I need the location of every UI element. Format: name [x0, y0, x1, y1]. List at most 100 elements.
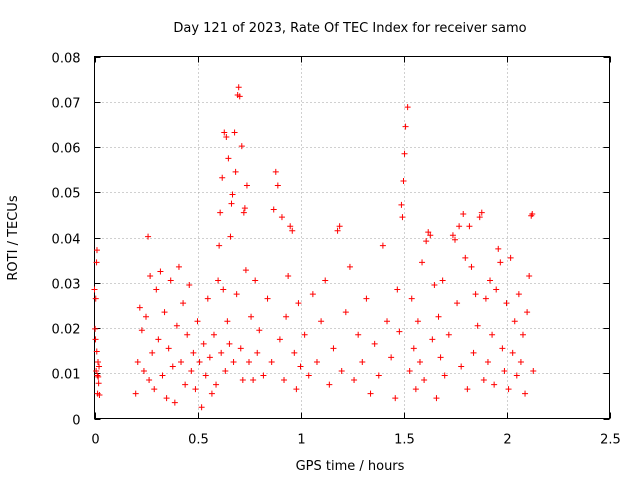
data-point — [513, 372, 520, 379]
data-point — [96, 391, 103, 398]
data-point — [93, 367, 100, 374]
data-point — [194, 318, 201, 325]
data-point — [392, 395, 399, 402]
data-point — [233, 291, 240, 298]
plot-frame — [94, 56, 610, 419]
data-point — [466, 223, 473, 230]
data-point — [285, 272, 292, 279]
data-point — [517, 358, 524, 365]
data-point — [435, 313, 442, 320]
data-point — [472, 291, 479, 298]
data-point — [355, 331, 362, 338]
y-axis-label: ROTI / TECUs — [6, 195, 21, 280]
data-point — [264, 295, 271, 302]
grid-lines — [94, 56, 610, 419]
data-point — [224, 318, 231, 325]
data-point — [274, 182, 281, 189]
data-point — [217, 209, 224, 216]
data-point — [458, 363, 465, 370]
data-point — [136, 304, 143, 311]
data-point — [204, 295, 211, 302]
data-point — [169, 363, 176, 370]
data-point — [470, 349, 477, 356]
data-point — [167, 277, 174, 284]
y-tick-label: 0.03 — [52, 278, 81, 293]
data-point — [489, 331, 496, 338]
data-point — [206, 354, 213, 361]
data-point — [301, 331, 308, 338]
data-point — [505, 386, 512, 393]
x-tick-label: 2 — [503, 433, 511, 448]
data-point — [196, 358, 203, 365]
data-point — [252, 277, 259, 284]
data-point — [394, 286, 401, 293]
data-point — [231, 129, 238, 136]
data-point — [414, 318, 421, 325]
data-point — [188, 367, 195, 374]
x-axis-label: GPS time / hours — [296, 459, 405, 474]
data-point — [236, 93, 243, 100]
y-tick-label: 0.04 — [52, 233, 81, 248]
data-point — [213, 381, 220, 388]
data-point — [221, 129, 228, 136]
data-point — [208, 390, 215, 397]
data-point — [202, 372, 209, 379]
data-point — [270, 206, 277, 213]
data-point — [522, 390, 529, 397]
data-point — [462, 254, 469, 261]
data-point — [468, 263, 475, 270]
y-tick-label: 0 — [72, 414, 80, 429]
data-point — [95, 358, 102, 365]
data-point — [230, 358, 237, 365]
data-point — [480, 377, 487, 384]
data-point — [223, 134, 230, 141]
data-point — [474, 322, 481, 329]
data-point — [401, 150, 408, 157]
data-point — [238, 143, 245, 150]
data-point — [145, 233, 152, 240]
data-point — [529, 210, 536, 217]
data-point — [134, 358, 141, 365]
x-tick-label: 1 — [297, 433, 305, 448]
data-point — [250, 377, 257, 384]
data-point — [281, 377, 288, 384]
y-tick-label: 0.02 — [52, 323, 81, 338]
data-point — [146, 377, 153, 384]
data-point — [484, 358, 491, 365]
data-point — [404, 104, 411, 111]
data-point — [93, 259, 100, 266]
data-point — [216, 242, 223, 249]
data-point — [367, 390, 374, 397]
data-point — [229, 191, 236, 198]
data-point — [178, 358, 185, 365]
data-point — [218, 349, 225, 356]
data-point — [425, 229, 432, 236]
data-point — [441, 372, 448, 379]
tick-labels: 0 0.5 1 1.5 2 2.5 0 0.01 0.02 0.03 0.04 0.05 0.06 0.0… — [52, 52, 621, 448]
data-point — [495, 245, 502, 252]
data-point — [132, 390, 139, 397]
data-point — [283, 313, 290, 320]
data-point — [497, 259, 504, 266]
data-point — [157, 268, 164, 275]
data-point — [379, 242, 386, 249]
data-point — [153, 286, 160, 293]
data-point — [91, 286, 98, 293]
x-tick-label: 0.5 — [188, 433, 209, 448]
data-point — [92, 295, 99, 302]
data-point — [309, 291, 316, 298]
data-point — [190, 349, 197, 356]
data-point — [507, 254, 514, 261]
data-point — [92, 336, 99, 343]
data-point — [149, 349, 156, 356]
data-point — [278, 214, 285, 221]
data-point — [449, 232, 456, 239]
data-point — [276, 336, 283, 343]
y-tick-label: 0.05 — [52, 187, 81, 202]
data-point — [289, 227, 296, 234]
data-point — [268, 358, 275, 365]
data-point — [359, 358, 366, 365]
data-point — [476, 214, 483, 221]
data-point — [92, 325, 99, 332]
data-point — [237, 345, 244, 352]
